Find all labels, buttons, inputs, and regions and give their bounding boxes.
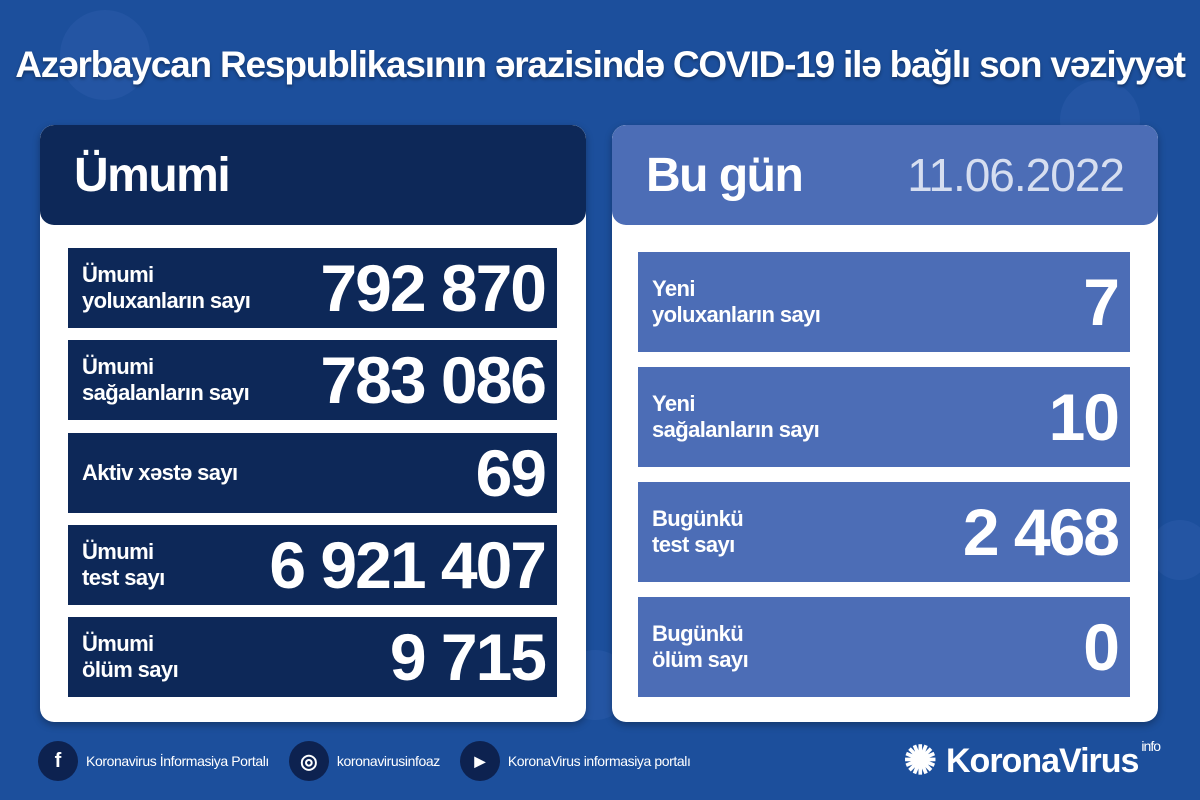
stat-label: Ümumi ölüm sayı xyxy=(82,631,179,682)
page-title: Azərbaycan Respublikasının ərazisində CO… xyxy=(15,44,1186,85)
today-date: 11.06.2022 xyxy=(907,149,1125,201)
stat-label: Aktiv xəstə sayı xyxy=(82,460,238,485)
virus-decoration xyxy=(1150,520,1200,580)
facebook-link[interactable]: f Koronavirus İnformasiya Portalı xyxy=(38,741,269,781)
total-header: Ümumi xyxy=(40,125,586,225)
stat-row: Aktiv xəstə sayı 69 xyxy=(68,433,557,513)
today-heading: Bu gün xyxy=(646,148,804,202)
stat-value: 69 xyxy=(475,436,547,510)
today-header: Bu gün 11.06.2022 xyxy=(612,125,1158,225)
stat-label: Bugünkü ölüm sayı xyxy=(652,621,749,672)
stat-value: 792 870 xyxy=(320,251,547,325)
stat-row: Bugünkü ölüm sayı 0 xyxy=(638,597,1130,697)
virus-decoration xyxy=(60,10,150,100)
instagram-icon: ◎ xyxy=(288,741,329,781)
stat-label: Yeni sağalanların sayı xyxy=(652,391,820,442)
facebook-icon: f xyxy=(38,741,78,781)
brand-logo: ✺ KoronaVirus info xyxy=(903,738,1160,784)
instagram-link[interactable]: ◎ koronavirusinfoaz xyxy=(288,741,440,781)
stat-value: 10 xyxy=(1048,380,1120,454)
footer: f Koronavirus İnformasiya Portalı ◎ korona… xyxy=(38,735,1161,787)
total-heading: Ümumi xyxy=(74,148,231,202)
stat-row: Bugünkü test sayı 2 468 xyxy=(638,482,1130,582)
stat-row: Ümumi ölüm sayı 9 715 xyxy=(68,617,557,697)
virus-logo-icon: ✺ xyxy=(903,739,937,783)
today-panel: Bu gün 11.06.2022 Yeni yoluxanların sayı 7… xyxy=(612,125,1158,722)
stat-row: Ümumi sağalanların sayı 783 086 xyxy=(68,340,557,420)
stat-label: Bugünkü test sayı xyxy=(652,506,744,557)
brand-name: KoronaVirus xyxy=(946,741,1139,780)
stat-value: 0 xyxy=(1083,610,1120,684)
stat-label: Ümumi sağalanların sayı xyxy=(82,354,250,405)
youtube-icon: ▶ xyxy=(459,741,500,781)
stat-row: Yeni yoluxanların sayı 7 xyxy=(638,252,1130,352)
stat-label: Ümumi yoluxanların sayı xyxy=(82,262,251,313)
stat-value: 6 921 407 xyxy=(269,528,547,602)
stat-label: Ümumi test sayı xyxy=(82,539,165,590)
stat-value: 7 xyxy=(1083,265,1120,339)
instagram-label: koronavirusinfoaz xyxy=(336,753,440,769)
stat-row: Yeni sağalanların sayı 10 xyxy=(638,367,1130,467)
stat-label: Yeni yoluxanların sayı xyxy=(652,276,821,327)
stat-value: 2 468 xyxy=(962,495,1120,569)
stat-value: 783 086 xyxy=(320,343,547,417)
facebook-label: Koronavirus İnformasiya Portalı xyxy=(86,753,269,769)
stat-row: Ümumi yoluxanların sayı 792 870 xyxy=(68,248,557,328)
stat-row: Ümumi test sayı 6 921 407 xyxy=(68,525,557,605)
youtube-link[interactable]: ▶ KoronaVirus informasiya portalı xyxy=(459,741,691,781)
stat-value: 9 715 xyxy=(389,620,547,694)
youtube-label: KoronaVirus informasiya portalı xyxy=(507,753,691,769)
brand-sup: info xyxy=(1141,738,1161,754)
total-panel: Ümumi Ümumi yoluxanların sayı 792 870 Ümu… xyxy=(40,125,586,722)
